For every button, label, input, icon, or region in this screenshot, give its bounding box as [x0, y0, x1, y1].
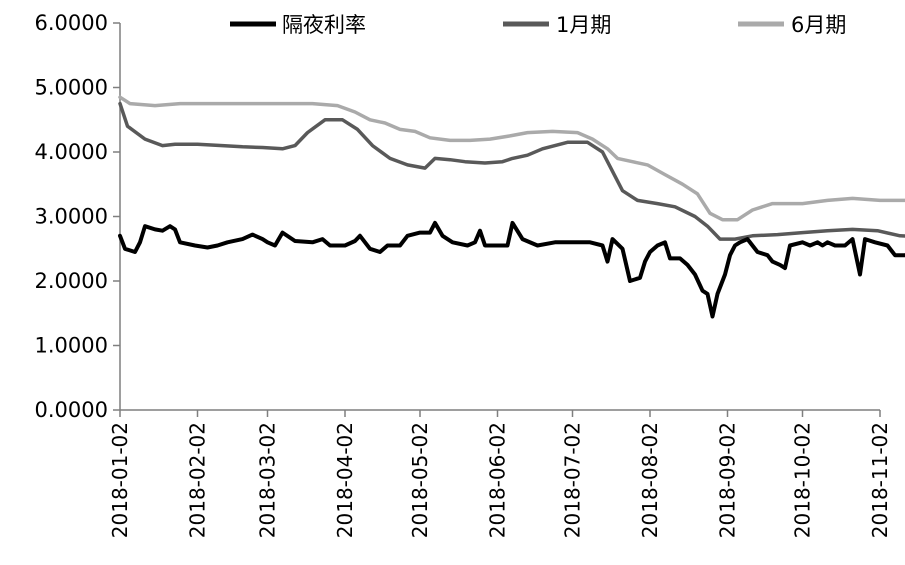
x-tick-label: 2018-05-02	[408, 422, 432, 538]
x-tick-label: 2018-08-02	[638, 422, 662, 538]
y-tick-label: 5.0000	[35, 76, 108, 100]
legend-label-1m: 1月期	[556, 13, 611, 37]
series-lines	[118, 95, 905, 319]
y-tick-label: 1.0000	[35, 334, 108, 358]
x-axis: 2018-01-02 2018-02-02 2018-03-02 2018-04-02…	[108, 409, 892, 538]
x-tick-label: 2018-09-02	[716, 422, 740, 538]
y-axis: 0.0000 1.0000 2.0000 3.0000 4.0000 5.0000 6.00…	[35, 11, 121, 422]
x-tick-label: 2018-07-02	[561, 422, 585, 538]
x-tick-label: 2018-04-02	[333, 422, 357, 538]
x-tick-label: 2018-06-02	[486, 422, 510, 538]
x-tick-label: 2018-02-02	[186, 422, 210, 538]
y-tick-label: 3.0000	[35, 205, 108, 229]
y-tick-label: 0.0000	[35, 398, 108, 422]
x-tick-label: 2018-01-02	[108, 422, 132, 538]
series-line-6m	[118, 95, 905, 222]
series-line-1m	[118, 101, 905, 241]
x-tick-label: 2018-10-02	[791, 422, 815, 538]
legend-label-6m: 6月期	[791, 13, 846, 37]
legend: 隔夜利率 1月期 6月期	[230, 13, 846, 37]
y-tick-label: 4.0000	[35, 140, 108, 164]
x-tick-label: 2018-03-02	[256, 422, 280, 538]
series-line-overnight	[118, 220, 905, 319]
y-tick-label: 6.0000	[35, 11, 108, 35]
x-tick-label: 2018-11-02	[868, 422, 892, 538]
legend-label-overnight: 隔夜利率	[282, 13, 366, 37]
y-tick-label: 2.0000	[35, 269, 108, 293]
